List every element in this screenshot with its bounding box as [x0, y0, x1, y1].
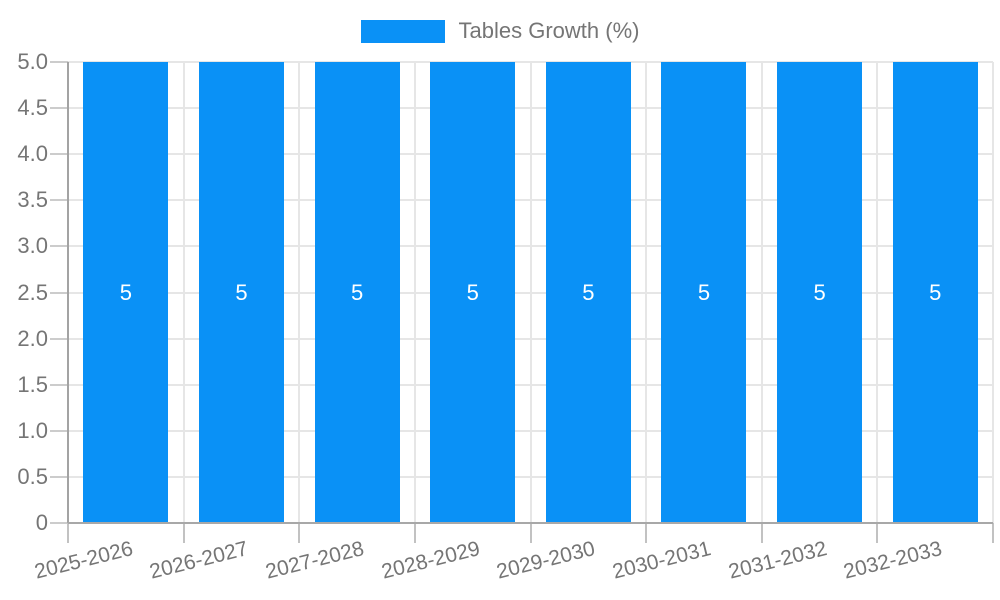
bar[interactable] — [892, 62, 978, 523]
bar[interactable] — [430, 62, 516, 523]
y-tick-label: 1.5 — [17, 371, 48, 397]
x-grid-line — [182, 62, 185, 523]
chart-legend[interactable]: Tables Growth (%) — [0, 18, 1000, 44]
bar-value-label: 5 — [929, 279, 942, 305]
bar-value-label: 5 — [235, 279, 248, 305]
bar[interactable] — [661, 62, 747, 523]
y-tick-label: 0 — [35, 510, 48, 535]
bar-value-label: 5 — [813, 279, 826, 305]
y-tick-mark — [50, 475, 68, 478]
y-tick-label: 5.0 — [17, 49, 48, 74]
y-tick-mark — [50, 337, 68, 340]
y-tick-label: 4.5 — [17, 95, 48, 121]
bar-value-label: 5 — [466, 279, 479, 305]
bar-value-label: 5 — [119, 279, 132, 305]
x-grid-line — [298, 62, 301, 523]
y-tick-label: 0.5 — [17, 463, 48, 489]
bar[interactable] — [314, 62, 400, 523]
y-tick-label: 2.5 — [17, 279, 48, 305]
x-grid-line — [760, 62, 763, 523]
x-axis-line — [68, 522, 993, 524]
bar-value-label: 5 — [582, 279, 595, 305]
x-grid-line — [992, 62, 994, 523]
bar[interactable] — [198, 62, 284, 523]
y-tick-mark — [50, 153, 68, 156]
x-grid-line — [529, 62, 532, 523]
y-tick-label: 2.0 — [17, 325, 48, 351]
y-tick-mark — [50, 522, 68, 524]
y-tick-mark — [50, 245, 68, 248]
bar[interactable] — [83, 62, 169, 523]
y-tick-mark — [50, 429, 68, 432]
x-grid-line — [645, 62, 648, 523]
x-tick-mark — [413, 523, 416, 543]
x-grid-line — [413, 62, 416, 523]
y-tick-label: 1.0 — [17, 417, 48, 443]
y-axis-line — [67, 62, 69, 523]
bar[interactable] — [545, 62, 631, 523]
x-tick-mark — [67, 523, 69, 543]
x-tick-mark — [992, 523, 994, 543]
y-tick-mark — [50, 291, 68, 294]
y-tick-mark — [50, 383, 68, 386]
bar-value-label: 5 — [697, 279, 711, 305]
legend-label: Tables Growth (%) — [458, 18, 640, 43]
x-grid-line — [876, 62, 879, 523]
x-tick-mark — [876, 523, 879, 543]
y-tick-label: 3.5 — [17, 187, 48, 213]
bar[interactable] — [777, 62, 863, 523]
legend-swatch — [360, 19, 445, 43]
y-tick-label: 4.0 — [17, 141, 48, 167]
x-tick-mark — [529, 523, 532, 543]
y-tick-mark — [50, 107, 68, 110]
x-tick-mark — [298, 523, 301, 543]
x-tick-mark — [760, 523, 763, 543]
y-tick-mark — [50, 199, 68, 202]
x-tick-mark — [182, 523, 185, 543]
x-tick-mark — [645, 523, 648, 543]
y-tick-mark — [50, 61, 68, 63]
bar-value-label: 5 — [350, 279, 364, 305]
y-tick-label: 3.0 — [17, 233, 48, 259]
